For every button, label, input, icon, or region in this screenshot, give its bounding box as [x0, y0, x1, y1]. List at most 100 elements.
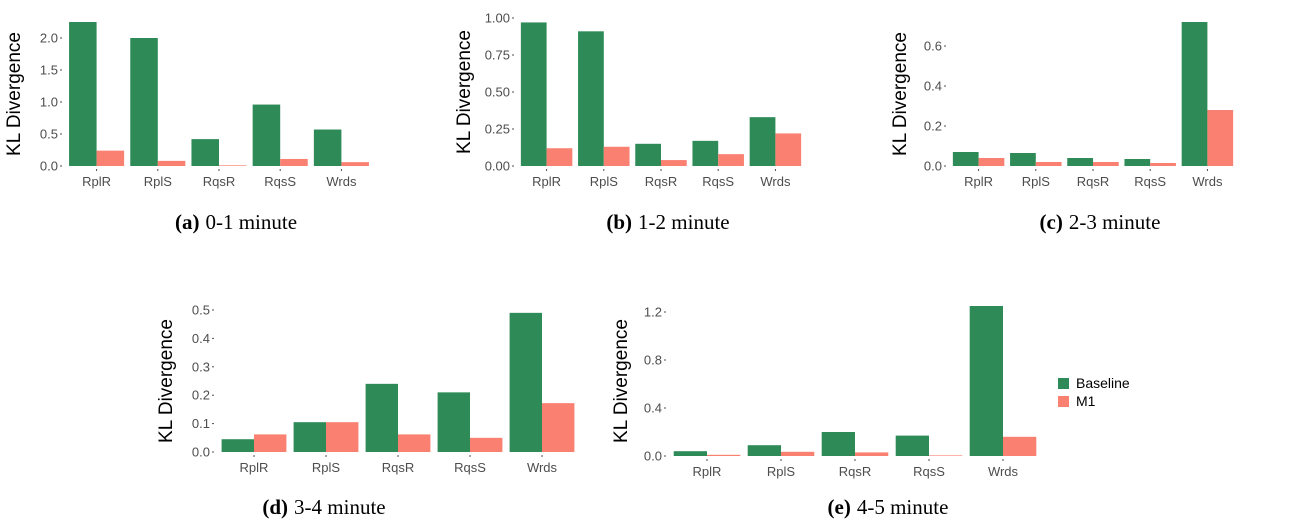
- bar-baseline-rqsr: [191, 139, 219, 166]
- y-axis-label: KL Divergence: [156, 319, 177, 443]
- bar-m1-rpls: [1035, 162, 1062, 166]
- y-tick-label: 0.3: [192, 359, 210, 374]
- y-tick-label: 0.0: [644, 449, 662, 464]
- x-tick-label: Wrds: [1192, 174, 1223, 189]
- bar-baseline-rqsr: [821, 432, 855, 456]
- x-tick-label: Wrds: [326, 174, 357, 189]
- x-tick-label: Wrds: [760, 174, 791, 189]
- x-tick-label: RplR: [964, 174, 993, 189]
- x-tick-label: RplS: [767, 464, 796, 479]
- y-axis-label: KL Divergence: [611, 319, 632, 443]
- y-tick-label: 0.50: [485, 85, 510, 100]
- y-tick-label: 1.2: [644, 305, 662, 320]
- y-tick-label: 1.5: [40, 63, 58, 78]
- y-tick-label: 0.2: [192, 388, 210, 403]
- bar-m1-rplr: [707, 454, 741, 456]
- caption-b: (b) 1-2 minute: [606, 210, 729, 234]
- bar-baseline-rqss: [692, 140, 719, 166]
- y-tick-label: 0.00: [485, 159, 510, 174]
- x-tick-label: RplR: [532, 174, 561, 189]
- x-tick-label: RplS: [144, 174, 173, 189]
- bar-baseline-rplr: [520, 22, 547, 166]
- bar-m1-rqss: [1150, 163, 1176, 166]
- x-tick-label: RqsS: [1134, 174, 1166, 189]
- legend-swatch-m1: [1058, 396, 1069, 407]
- y-tick-label: 0.25: [485, 122, 510, 137]
- bar-baseline-rqsr: [1067, 158, 1093, 166]
- bar-m1-rqsr: [855, 452, 889, 456]
- y-tick-label: 0.4: [924, 79, 942, 94]
- x-tick-label: RqsR: [382, 460, 415, 475]
- y-tick-label: 0.0: [924, 159, 942, 174]
- y-tick-label: 0.5: [192, 303, 210, 318]
- x-tick-label: Wrds: [988, 464, 1019, 479]
- bar-baseline-rqss: [252, 104, 281, 166]
- bar-m1-rplr: [96, 150, 125, 166]
- x-tick-label: RqsR: [645, 174, 678, 189]
- y-tick-label: 0.4: [644, 401, 662, 416]
- bar-m1-rpls: [781, 451, 815, 456]
- x-tick-label: Wrds: [527, 460, 558, 475]
- x-tick-label: RplS: [590, 174, 619, 189]
- bar-baseline-rpls: [1010, 153, 1036, 166]
- bar-m1-rpls: [157, 160, 186, 166]
- x-tick-label: RplR: [693, 464, 722, 479]
- y-tick-label: 0.2: [924, 119, 942, 134]
- bar-m1-wrds: [1207, 110, 1234, 166]
- y-tick-label: 0.0: [40, 159, 58, 174]
- y-axis-label: KL Divergence: [890, 32, 911, 156]
- x-tick-label: RplS: [1022, 174, 1051, 189]
- bar-m1-rqsr: [1093, 162, 1119, 166]
- bar-baseline-rpls: [293, 422, 326, 452]
- y-tick-label: 0.8: [644, 353, 662, 368]
- bar-baseline-rpls: [747, 445, 781, 456]
- y-tick-label: 1.0: [40, 95, 58, 110]
- chart-panel-d: 0.0 0.1 0.2 0.3 0.4 0.5 KL Divergence RplR RplS R…: [156, 303, 575, 475]
- chart-panel-a: 0.0 0.5 1.0 1.5 2.0 KL Divergence RplR RplS RqsR…: [4, 22, 369, 189]
- bar-baseline-wrds: [313, 129, 342, 166]
- chart-panel-b: 0.00 0.25 0.50 0.75 1.00 KL Divergence RplR Rpl…: [454, 11, 802, 189]
- bar-baseline-rpls: [130, 38, 158, 166]
- legend-label-baseline: Baseline: [1076, 375, 1130, 391]
- bar-baseline-rplr: [952, 152, 979, 166]
- bar-m1-rqss: [280, 158, 308, 166]
- bar-m1-rqss: [470, 437, 503, 452]
- bar-m1-rplr: [254, 434, 287, 452]
- y-tick-label: 0.0: [192, 445, 210, 460]
- y-tick-label: 0.75: [485, 48, 510, 63]
- y-tick-label: 0.6: [924, 39, 942, 54]
- bar-m1-rpls: [326, 422, 359, 452]
- y-tick-label: 2.0: [40, 31, 58, 46]
- bar-baseline-wrds: [749, 117, 776, 166]
- bar-baseline-rqss: [895, 435, 929, 456]
- x-tick-label: RplR: [240, 460, 269, 475]
- y-axis-label: KL Divergence: [4, 32, 25, 156]
- bar-baseline-rqss: [437, 392, 470, 452]
- bar-m1-rqss: [718, 154, 744, 166]
- x-tick-label: RqsS: [264, 174, 296, 189]
- x-tick-label: RplS: [312, 460, 341, 475]
- bar-baseline-rqsr: [635, 143, 661, 166]
- bar-m1-rqsr: [219, 165, 247, 166]
- y-tick-label: 0.5: [40, 127, 58, 142]
- x-tick-label: RqsR: [203, 174, 236, 189]
- bar-m1-wrds: [775, 133, 802, 166]
- bar-baseline-rqsr: [365, 383, 398, 452]
- x-tick-label: RqsS: [913, 464, 945, 479]
- bar-m1-wrds: [542, 403, 575, 452]
- bar-m1-rqss: [929, 455, 963, 456]
- bar-baseline-rplr: [69, 22, 97, 166]
- caption-d: (d) 3-4 minute: [262, 495, 385, 519]
- bar-m1-wrds: [341, 162, 369, 166]
- caption-a: (a) 0-1 minute: [175, 210, 297, 234]
- x-tick-label: RqsS: [702, 174, 734, 189]
- bar-baseline-wrds: [509, 312, 542, 452]
- chart-panel-e: 0.0 0.4 0.8 1.2 KL Divergence RplR RplS RqsR Rqs…: [611, 305, 1037, 479]
- x-tick-label: RplR: [82, 174, 111, 189]
- y-tick-label: 0.4: [192, 331, 210, 346]
- bar-m1-rplr: [978, 158, 1005, 166]
- bar-m1-rplr: [546, 148, 573, 166]
- bar-m1-wrds: [1003, 436, 1037, 456]
- legend-label-m1: M1: [1076, 393, 1096, 409]
